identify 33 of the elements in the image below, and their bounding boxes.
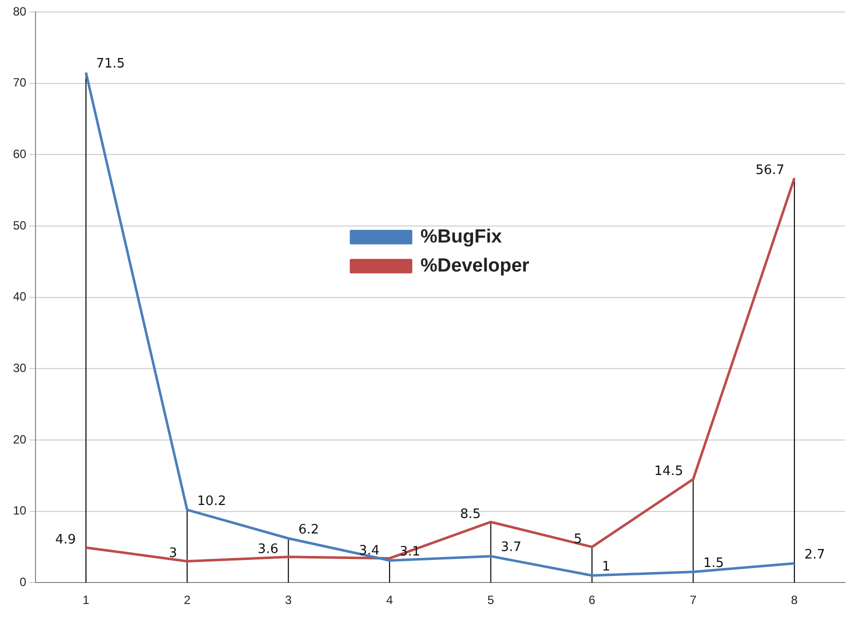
x-tick-label: 8 [791,593,798,608]
data-label: 10.2 [197,494,226,509]
legend-label: %BugFix [420,226,502,248]
y-tick-label: 0 [20,574,27,589]
y-tick-label: 70 [12,76,27,90]
data-label: 1 [602,559,610,574]
x-tick-label: 3 [285,593,292,608]
data-label: 4.9 [55,532,76,548]
data-label: 8.5 [460,506,481,522]
y-tick-label: 20 [12,432,27,446]
legend-label: %Developer [420,255,530,276]
y-tick-label: 50 [12,218,27,232]
x-tick-label: 2 [184,593,191,608]
x-tick-label: 4 [386,593,394,608]
data-label: 2.7 [804,547,826,562]
x-tick-label: 6 [588,593,596,608]
data-label: 1.5 [703,556,724,571]
data-label: 3 [168,546,178,562]
y-tick-label: 10 [12,504,27,518]
x-tick-label: 5 [487,593,494,608]
data-label: 3.4 [358,543,380,558]
data-label: 56.7 [755,163,784,178]
data-label: 6.2 [298,522,320,538]
y-tick-label: 60 [12,146,27,161]
x-tick-label: 7 [690,593,697,608]
data-label: 3.6 [258,542,278,557]
y-tick-label: 40 [12,290,27,304]
data-label: 14.5 [654,464,684,480]
data-label: 3.7 [500,540,522,556]
y-tick-label: 30 [12,360,27,375]
data-label: 71.5 [96,56,125,72]
y-tick-label: 80 [12,4,27,18]
x-tick-label: 1 [82,593,90,608]
